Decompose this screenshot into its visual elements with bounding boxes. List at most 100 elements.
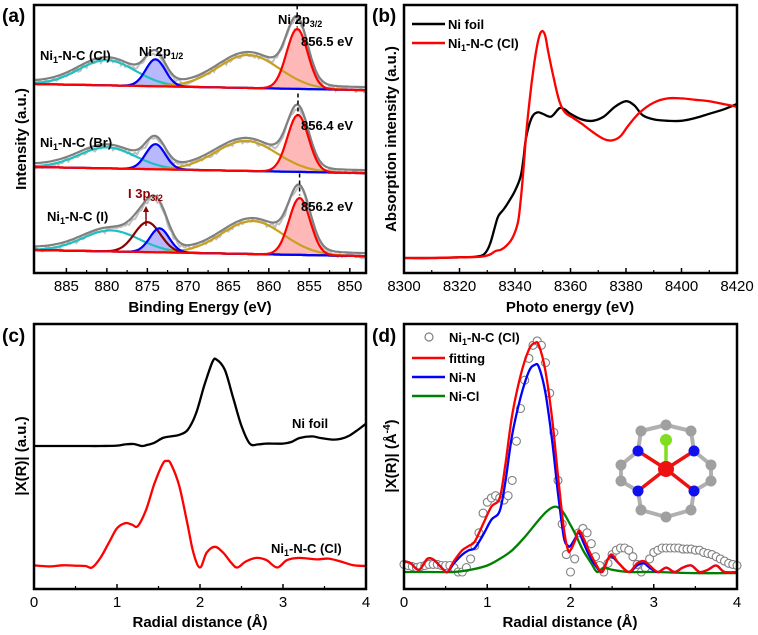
panel-b-x-tick-label: 8340	[498, 278, 531, 295]
panel-a-peak-label-ni2p32: Ni 2p3/2	[278, 12, 322, 29]
inset-carbon-atom	[685, 425, 697, 437]
panel-a-sample-label-i: Ni1-N-C (I)	[47, 209, 108, 226]
panel-b-series-line-1	[403, 29, 738, 260]
panel-b-legend: Ni foil Ni1-N-C (Cl)	[412, 17, 519, 53]
panel-d-y-axis-title: |X(R)| (Å-4)	[382, 419, 400, 492]
panel-c-label: (c)	[2, 326, 25, 347]
panel-c-plot-area	[33, 357, 367, 570]
panel-d-legend: Ni1-N-C (Cl) fitting Ni-N Ni-Cl	[412, 330, 520, 404]
panel-c-exafs: 0 1 2 3 4 (c) Radial distance (Å) |X(R)| (a.…	[2, 322, 370, 631]
panel-d-data-point	[466, 554, 476, 564]
panel-d-label: (d)	[372, 326, 396, 347]
panel-a-x-ticks: 885 880 875 870 865 860 855 850	[54, 268, 362, 295]
inset-carbon-atom	[615, 475, 627, 487]
panel-c-x-tick-label: 0	[30, 594, 38, 611]
panel-c-series-label-ni-foil: Ni foil	[292, 416, 328, 431]
panel-a-label: (a)	[2, 6, 25, 27]
panel-d-legend-item-ni-n: Ni-N	[412, 370, 476, 385]
inset-nitrogen-atom	[632, 445, 644, 457]
panel-a-x-tick-label: 880	[94, 278, 119, 295]
panel-d-x-tick-label: 1	[483, 594, 491, 611]
panel-d-data-point	[586, 539, 596, 549]
panel-d-data-point	[628, 552, 638, 562]
panel-b-label: (b)	[372, 6, 396, 27]
panel-b-legend-text-ni1nc-cl: Ni1-N-C (Cl)	[448, 36, 519, 53]
panel-a-plot-area	[33, 5, 367, 260]
panel-d-x-tick-label: 2	[566, 594, 574, 611]
inset-carbon-atom	[685, 504, 697, 516]
panel-d-x-axis-title: Radial distance (Å)	[502, 614, 637, 631]
inset-nitrogen-atom	[632, 485, 644, 497]
panel-d-data-point	[624, 545, 634, 555]
panel-d-data-point	[570, 554, 580, 564]
panel-c-x-tick-label: 4	[362, 594, 370, 611]
inset-nitrogen-atom	[688, 445, 700, 457]
panel-d-data-point	[645, 554, 655, 564]
panel-d-legend-swatch-data	[424, 332, 434, 342]
panel-d-x-ticks: 0 1 2 3 4	[400, 584, 741, 611]
panel-b-plot-area	[403, 29, 738, 260]
panel-d-exafs-fitting: 0 1 2 3 4 (d) Radial distance (Å) |X(R)| (Å-…	[372, 322, 742, 631]
panel-d-legend-text-ni-n: Ni-N	[449, 370, 476, 385]
panel-d-data-point	[503, 491, 513, 501]
panel-d-data-point	[507, 475, 517, 485]
panel-d-legend-item-data: Ni1-N-C (Cl)	[424, 330, 520, 347]
panel-a-ni2p32-fill	[266, 198, 332, 256]
panel-a-envelope-line	[33, 103, 366, 172]
panel-a-sample-label-br: Ni1-N-C (Br)	[40, 135, 112, 152]
panel-a-peak-label-i3p32: I 3p3/2	[128, 186, 163, 203]
panel-a-x-tick-label: 870	[175, 278, 200, 295]
panel-a-position-label-i: 856.2 eV	[301, 199, 353, 214]
panel-b-x-tick-label: 8360	[554, 278, 587, 295]
panel-b-xanes: 8300 8320 8340 8360 8380 8400 8420 (b) Photo e…	[372, 3, 754, 316]
panel-d-data-point	[565, 567, 576, 577]
inset-nickel-atom	[658, 461, 674, 477]
panel-c-x-ticks: 0 1 2 3 4	[30, 584, 370, 611]
inset-carbon-atom	[635, 504, 647, 516]
panel-a-sample-label-cl: Ni1-N-C (Cl)	[40, 48, 111, 65]
panel-d-x-tick-label: 3	[650, 594, 658, 611]
panel-c-x-axis-title: Radial distance (Å)	[132, 614, 267, 631]
panel-d-legend-item-fitting: fitting	[412, 351, 485, 366]
panel-a-i3p32-arrow	[143, 206, 149, 226]
panel-a-spectrum-2	[33, 173, 367, 260]
panel-a-frame	[32, 3, 368, 275]
panel-a-y-axis-title: Intensity (a.u.)	[13, 88, 30, 190]
inset-carbon-atom	[615, 459, 627, 471]
panel-d-x-tick-label: 0	[400, 594, 408, 611]
panel-a-spectrum-1	[33, 93, 367, 176]
panel-c-series-label-ni1nc-cl: Ni1-N-C (Cl)	[271, 541, 342, 558]
panel-c-x-tick-label: 2	[196, 594, 204, 611]
panel-b-x-tick-label: 8420	[720, 278, 753, 295]
panel-b-legend-text-ni-foil: Ni foil	[448, 17, 484, 32]
inset-carbon-atom	[660, 511, 672, 523]
panel-a-x-tick-label: 885	[54, 278, 79, 295]
panel-a-x-tick-label: 865	[216, 278, 241, 295]
panel-c-y-axis-title: |X(R)| (a.u.)	[13, 416, 30, 495]
panel-d-legend-text-data: Ni1-N-C (Cl)	[449, 330, 520, 347]
panel-a-x-axis-title: Binding Energy (eV)	[128, 299, 271, 316]
panel-a-ni2p32-fill	[264, 28, 330, 90]
inset-carbon-atom	[705, 475, 717, 487]
panel-d-legend-text-ni-cl: Ni-Cl	[449, 389, 479, 404]
panel-d-data-point	[511, 436, 521, 446]
panel-a-x-tick-label: 855	[297, 278, 322, 295]
panel-d-inset-structure	[615, 419, 717, 523]
panel-a-x-tick-label: 850	[337, 278, 362, 295]
panel-a-component-ni2p32	[34, 27, 366, 92]
panel-c-x-tick-label: 3	[279, 594, 287, 611]
inset-carbon-atom	[635, 425, 647, 437]
panel-c-x-tick-label: 1	[113, 594, 121, 611]
panel-a-envelope-line	[33, 183, 366, 255]
panel-a-position-label-br: 856.4 eV	[301, 118, 353, 133]
panel-a-envelope-line	[33, 15, 366, 89]
panel-d-legend-item-ni-cl: Ni-Cl	[412, 389, 479, 404]
panel-a-component-ni2p32	[34, 196, 366, 258]
panel-d-series-line-fitting	[403, 341, 738, 574]
inset-carbon-atom	[705, 459, 717, 471]
panel-b-x-tick-label: 8300	[387, 278, 420, 295]
inset-chlorine-atom	[660, 434, 672, 446]
panel-b-series-line-0	[403, 100, 738, 260]
panel-a-x-tick-label: 860	[256, 278, 281, 295]
